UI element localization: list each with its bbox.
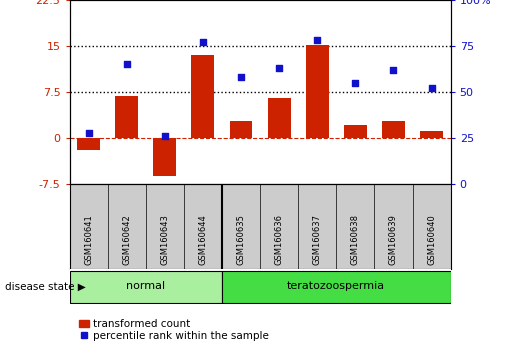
Text: normal: normal bbox=[126, 281, 165, 291]
Point bbox=[351, 80, 359, 86]
Bar bbox=[268, 98, 290, 138]
Point bbox=[161, 133, 169, 139]
Bar bbox=[230, 121, 252, 138]
Point bbox=[313, 38, 321, 43]
Point bbox=[275, 65, 283, 71]
Text: GSM160641: GSM160641 bbox=[84, 214, 93, 265]
Text: teratozoospermia: teratozoospermia bbox=[287, 281, 385, 291]
Bar bbox=[306, 45, 329, 138]
Point bbox=[427, 86, 436, 91]
Bar bbox=[192, 55, 214, 138]
Point bbox=[84, 130, 93, 135]
Legend: transformed count, percentile rank within the sample: transformed count, percentile rank withi… bbox=[75, 315, 273, 345]
Point bbox=[389, 67, 398, 73]
Text: GSM160644: GSM160644 bbox=[198, 214, 208, 265]
Text: GSM160643: GSM160643 bbox=[160, 214, 169, 265]
Bar bbox=[420, 131, 443, 138]
Bar bbox=[222, 271, 451, 303]
Bar bbox=[153, 138, 176, 176]
Text: GSM160640: GSM160640 bbox=[427, 214, 436, 265]
Text: GSM160639: GSM160639 bbox=[389, 214, 398, 265]
Text: GSM160637: GSM160637 bbox=[313, 214, 322, 265]
Bar bbox=[115, 96, 138, 138]
Text: disease state ▶: disease state ▶ bbox=[5, 282, 86, 292]
Point bbox=[237, 74, 245, 80]
Text: GSM160638: GSM160638 bbox=[351, 214, 360, 265]
Bar bbox=[344, 125, 367, 138]
Bar bbox=[70, 271, 222, 303]
Point bbox=[199, 40, 207, 45]
Bar bbox=[382, 121, 405, 138]
Text: GSM160642: GSM160642 bbox=[122, 214, 131, 265]
Point bbox=[123, 62, 131, 67]
Text: GSM160635: GSM160635 bbox=[236, 214, 246, 265]
Text: GSM160636: GSM160636 bbox=[274, 214, 284, 265]
Bar bbox=[77, 138, 100, 150]
